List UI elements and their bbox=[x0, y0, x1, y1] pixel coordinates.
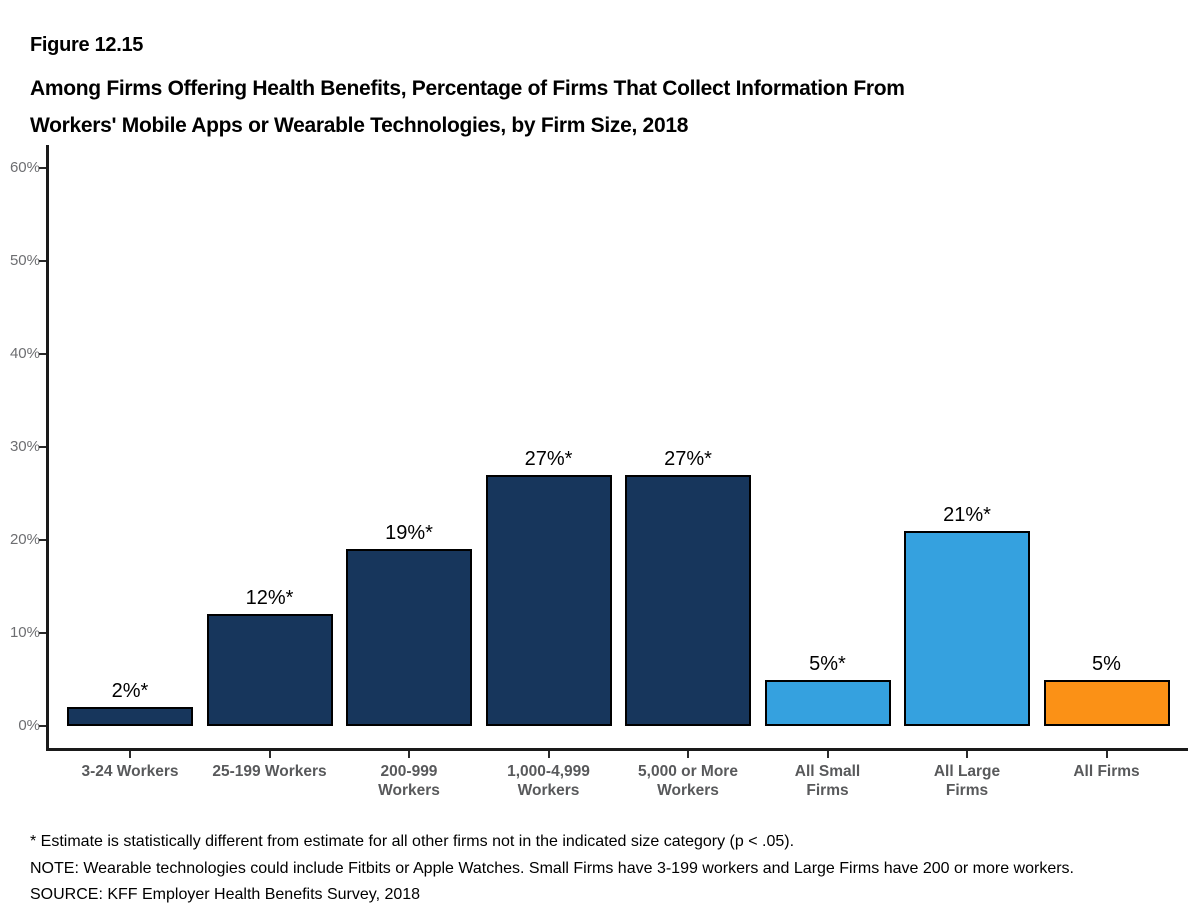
x-axis-tick-mark bbox=[268, 750, 271, 758]
bar bbox=[625, 474, 751, 726]
x-axis-category-label: 25-199 Workers bbox=[212, 763, 327, 780]
y-axis-tick-label: 0% bbox=[18, 717, 40, 734]
figure-title-line2: Workers' Mobile Apps or Wearable Technol… bbox=[30, 114, 689, 137]
x-axis-category-label: All Firms bbox=[1073, 763, 1140, 780]
footnote-note: NOTE: Wearable technologies could includ… bbox=[30, 859, 1074, 877]
x-axis-line bbox=[46, 748, 1188, 751]
footnote-source: SOURCE: KFF Employer Health Benefits Sur… bbox=[30, 886, 421, 903]
bar-value-label: 27%* bbox=[664, 447, 712, 470]
x-axis-tick-mark bbox=[687, 750, 689, 758]
bar-value-label: 5% bbox=[1092, 652, 1121, 675]
bar-value-label: 2%* bbox=[111, 680, 149, 703]
y-axis-tick-mark bbox=[39, 446, 46, 448]
y-axis-tick-label: 60% bbox=[9, 159, 40, 176]
bar-value-label: 21%* bbox=[943, 503, 991, 526]
y-axis-tick-mark bbox=[39, 539, 46, 541]
bar bbox=[764, 679, 891, 726]
bar bbox=[206, 614, 333, 726]
y-axis-tick-mark bbox=[39, 725, 46, 727]
x-axis-tick-mark bbox=[547, 750, 550, 758]
figure-title-line1: Among Firms Offering Health Benefits, Pe… bbox=[30, 77, 905, 100]
y-axis-tick-label: 30% bbox=[9, 438, 40, 455]
x-axis-tick-mark bbox=[129, 750, 131, 758]
bar-value-label: 5%* bbox=[809, 652, 846, 675]
y-axis-tick-label: 20% bbox=[9, 531, 40, 548]
y-axis-tick-label: 40% bbox=[9, 345, 40, 362]
x-axis-tick-mark bbox=[1105, 750, 1108, 758]
x-axis-tick-mark bbox=[408, 750, 410, 758]
y-axis-tick-mark bbox=[39, 632, 46, 634]
x-axis-category-label: 1,000-4,999 Workers bbox=[507, 763, 590, 799]
bar bbox=[1043, 679, 1170, 726]
bar bbox=[485, 474, 612, 726]
x-axis-tick-mark bbox=[966, 750, 968, 758]
figure-title: Among Firms Offering Health Benefits, Pe… bbox=[30, 70, 1180, 144]
bar-value-label: 19%* bbox=[385, 522, 433, 545]
y-axis-tick-mark bbox=[39, 260, 46, 262]
x-axis-category-label: All Large Firms bbox=[933, 763, 1001, 799]
bar bbox=[346, 549, 472, 726]
x-axis-category-label: 200-999 Workers bbox=[378, 763, 440, 799]
x-axis-tick-mark bbox=[826, 750, 829, 758]
bar-value-label: 12%* bbox=[245, 587, 294, 610]
y-axis-line bbox=[46, 145, 49, 751]
x-axis-category-label: 3-24 Workers bbox=[81, 763, 179, 780]
y-axis-tick-mark bbox=[39, 353, 46, 355]
y-axis-tick-label: 10% bbox=[9, 624, 40, 641]
y-axis-tick-mark bbox=[39, 167, 46, 169]
x-axis-category-label: 5,000 or More Workers bbox=[638, 763, 738, 799]
bar bbox=[67, 707, 193, 726]
x-axis-category-label: All Small Firms bbox=[794, 763, 861, 799]
y-axis-tick-label: 50% bbox=[9, 252, 40, 269]
footnotes: * Estimate is statistically different fr… bbox=[30, 829, 1190, 903]
figure-label: Figure 12.15 bbox=[30, 34, 144, 56]
bar-value-label: 27%* bbox=[524, 447, 573, 470]
bar bbox=[904, 530, 1030, 726]
footnote-significance: * Estimate is statistically different fr… bbox=[30, 833, 795, 850]
